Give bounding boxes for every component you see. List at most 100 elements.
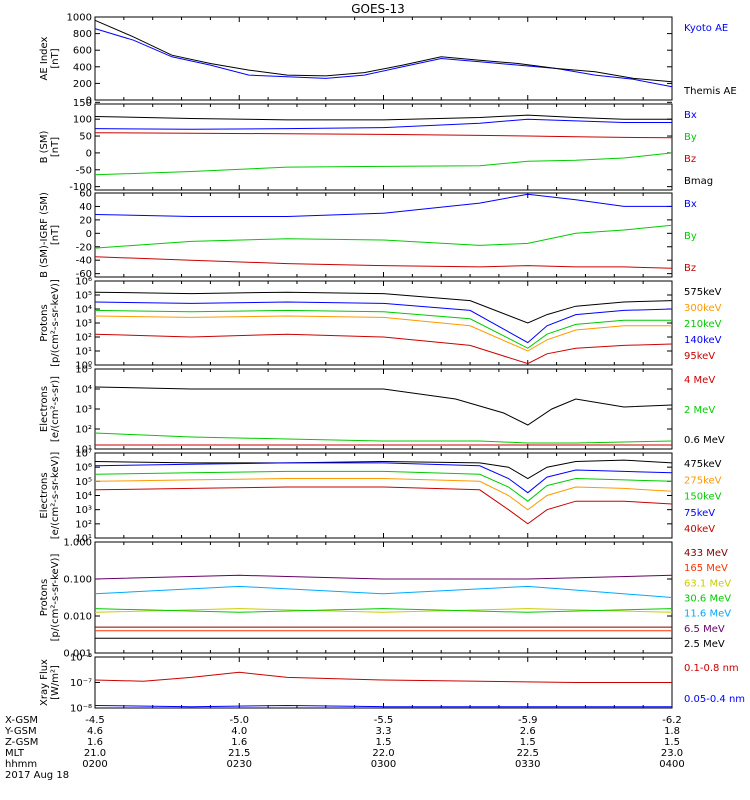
y-tick-label: 10¹	[75, 445, 92, 456]
y-tick-label: 10⁴	[75, 385, 92, 396]
y-tick-label: 10⁴	[75, 305, 92, 316]
legend-entry: 275keV	[684, 475, 722, 486]
y-tick-label: 1.000	[63, 538, 92, 549]
legend-entry: 30.6 MeV	[684, 594, 731, 605]
time-row-value: 1.6	[87, 737, 103, 748]
y-axis-label: [nT]	[50, 48, 61, 68]
time-row-value: -5.5	[374, 715, 394, 726]
series-line-0-1-0-8-nm	[94, 671, 672, 683]
time-row-value: 22.5	[517, 748, 539, 759]
y-tick-label: 100	[73, 115, 92, 126]
y-tick-label: 10³	[75, 505, 92, 516]
y-tick-label: 10¹	[75, 534, 92, 545]
y-axis-label: Xray Flux	[39, 659, 50, 706]
series-line-75kev	[94, 462, 673, 494]
time-row-value: 23.0	[661, 748, 683, 759]
panel-electrons_mev: Electrons [e/(cm²-s-sr)] 10¹ 10² 10³ 10⁴ 10⁵ 4 …	[39, 365, 725, 456]
time-row-value: 1.5	[664, 737, 680, 748]
y-axis-label: [nT]	[50, 225, 61, 245]
legend-entry: 2.5 MeV	[684, 639, 725, 650]
y-tick-label: 10³	[75, 319, 92, 330]
legend-entry: 475keV	[684, 459, 722, 470]
legend-entry: 2 MeV	[684, 405, 715, 416]
series-line-bx	[94, 118, 672, 130]
legend-entry: 11.6 MeV	[684, 609, 731, 620]
y-tick-label: 10⁻⁸	[70, 704, 92, 715]
y-axis-label: [e/(cm²-s-sr)]	[50, 376, 61, 442]
y-axis-label: [e/(cm²-s-sr-keV)]	[50, 452, 61, 540]
series-line-11-6-mev	[94, 585, 673, 598]
time-row-value: -4.5	[85, 715, 105, 726]
time-row-value: 22.0	[372, 748, 394, 759]
y-tick-label: 0	[86, 148, 92, 159]
panel-bigrf: B (SM)-IGRF (SM) [nT] -60 -40 -20 0 20 40 60 Bx By…	[39, 189, 697, 281]
y-axis-label: Protons	[39, 579, 50, 616]
time-row-label: hhmm	[5, 759, 37, 770]
panel-frame	[94, 541, 673, 654]
series-line-0-6-mev	[94, 386, 673, 426]
y-tick-label: 10¹	[75, 347, 92, 358]
legend-entry: 300keV	[684, 303, 722, 314]
y-tick-label: 400	[73, 62, 92, 73]
time-row-value: 0200	[82, 759, 107, 770]
series-line-575kev	[94, 291, 673, 324]
time-row-value: 4.6	[87, 726, 103, 737]
series-line-themis-ae	[94, 19, 673, 83]
panel-electrons_kev: Electrons [e/(cm²-s-sr-keV)] 10¹ 10² 10³ 10⁴ 1…	[39, 449, 722, 545]
legend-entry: 210keV	[684, 319, 722, 330]
legend-entry: Kyoto AE	[684, 23, 728, 34]
legend-entry: Bx	[684, 110, 697, 121]
series-line-kyoto-ae	[94, 28, 673, 88]
series-line-275kev	[94, 478, 673, 511]
panel-ae: AE Index [nT] 0 200 400 600 800 1000 Kyoto AE The…	[39, 13, 737, 107]
series-line-2-mev	[94, 432, 673, 444]
legend-entry: 165 MeV	[684, 563, 728, 574]
legend-entry: Bx	[684, 199, 697, 210]
y-axis-label: [p/(cm²-s-sr-keV)]	[50, 554, 61, 642]
y-tick-label: 0.100	[63, 575, 92, 586]
series-line-bz	[94, 256, 673, 269]
time-row-label: Z-GSM	[5, 737, 38, 748]
y-tick-label: 10⁰	[75, 361, 92, 372]
series-line-210kev	[94, 309, 672, 349]
time-row-value: 21.0	[84, 748, 106, 759]
panel-frame	[94, 103, 673, 191]
time-axis: X-GSM -4.5 -5.0 -5.5 -5.9 -6.2 Y-GSM 4.6 4.0 3.3 2…	[4, 715, 685, 781]
series-line-140kev	[94, 301, 673, 344]
panel-protons_mev: Protons [p/(cm²-s-sr-keV)]0.001 0.010 0.100…	[39, 538, 731, 660]
legend-entry: 75keV	[684, 508, 715, 519]
series-line-40kev	[94, 486, 673, 525]
y-tick-label: 0.001	[63, 649, 92, 660]
series-line-bz	[94, 132, 673, 139]
legend-entry: 4 MeV	[684, 375, 715, 386]
legend-entry: 63.1 MeV	[684, 578, 731, 589]
legend-entry: 6.5 MeV	[684, 624, 725, 635]
time-row-value: 0400	[659, 759, 684, 770]
y-axis-label: [W/m²]	[50, 665, 61, 700]
y-tick-label: 0.010	[63, 612, 92, 623]
y-tick-label: 10⁶	[75, 463, 92, 474]
time-row-value: 0230	[227, 759, 252, 770]
legend-entry: 95keV	[684, 351, 715, 362]
y-tick-label: 600	[73, 46, 92, 57]
panel-protons: Protons [p/(cm²-s-sr-keV)] 10⁰ 10¹ 10² 10³ 10⁴…	[39, 277, 722, 372]
series-line-0-05-0-4-nm	[94, 704, 672, 708]
y-tick-label: 10²	[75, 519, 92, 530]
y-tick-label: 0	[86, 96, 92, 107]
y-tick-label: 10⁶	[75, 277, 92, 288]
chart-title: GOES-13	[351, 2, 405, 16]
y-tick-label: 10⁵	[75, 365, 92, 376]
time-row-label: MLT	[5, 748, 25, 759]
y-axis-label: AE Index	[39, 36, 50, 80]
y-tick-label: 40	[79, 202, 92, 213]
panel-bsm: B (SM) [nT] -100 -50 0 50 100 150 Bx By Bz Bmag	[39, 98, 713, 193]
y-axis-label: B (SM)	[39, 130, 50, 163]
legend-entry: 40keV	[684, 524, 715, 535]
series-line-bmag	[94, 114, 672, 121]
series-line-150kev	[94, 470, 673, 502]
time-row-value: 1.6	[231, 737, 247, 748]
time-row-value: 1.5	[520, 737, 536, 748]
time-row-value: -6.2	[662, 715, 682, 726]
legend-entry: 0.6 MeV	[684, 435, 725, 446]
